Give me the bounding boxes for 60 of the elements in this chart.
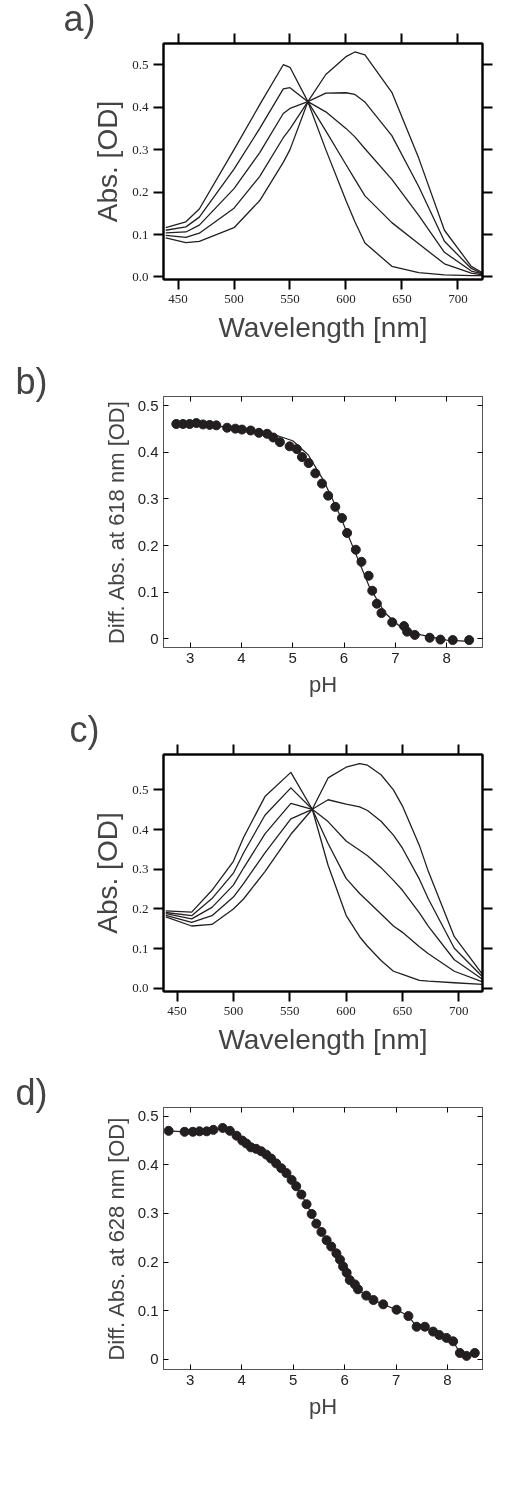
y-tick-label: 0.4 <box>137 443 159 461</box>
y-axis-title: Abs. [OD] <box>92 100 124 223</box>
x-tick-label: 650 <box>392 290 412 306</box>
y-tick-label: 0.4 <box>137 1155 159 1173</box>
x-tick-label: 4 <box>237 1370 246 1388</box>
x-axis-title: pH <box>308 1393 338 1419</box>
x-tick-label: 7 <box>391 648 400 666</box>
y-tick-label: 0.1 <box>132 940 149 956</box>
x-tick-label: 6 <box>340 1370 349 1388</box>
x-tick-label: 500 <box>223 1002 244 1018</box>
x-tick-label: 3 <box>186 648 195 666</box>
x-tick-label: 450 <box>168 290 188 306</box>
x-axis-title: pH <box>308 671 338 697</box>
y-tick-label: 0.3 <box>132 141 149 157</box>
y-tick-label: 0.4 <box>132 821 149 837</box>
x-tick-label: 600 <box>336 290 356 306</box>
x-tick-label: 3 <box>186 1370 195 1388</box>
y-tick-label: 0.1 <box>132 226 149 242</box>
chart-title: b) <box>15 360 48 402</box>
x-tick-label: 650 <box>392 1002 413 1018</box>
y-tick-label: 0.3 <box>132 861 149 877</box>
x-tick-label: 6 <box>339 648 349 666</box>
y-tick-label: 0.2 <box>137 1253 159 1271</box>
y-tick-label: 0.2 <box>137 536 159 554</box>
x-axis-title: Wavelength [nm] <box>218 1023 428 1055</box>
y-tick-label: 0.3 <box>137 489 159 507</box>
chart-title: d) <box>15 1071 48 1113</box>
y-tick-label: 0.1 <box>137 583 159 601</box>
x-tick-label: 8 <box>442 648 451 666</box>
y-tick-label: 0.5 <box>137 396 159 414</box>
chart-title: c) <box>69 708 100 750</box>
y-tick-label: 0.5 <box>132 781 149 797</box>
x-tick-label: 5 <box>288 648 297 666</box>
x-tick-label: 500 <box>224 290 244 306</box>
x-axis-title: Wavelength [nm] <box>218 311 428 343</box>
x-tick-label: 4 <box>237 648 246 666</box>
x-tick-label: 450 <box>167 1002 187 1018</box>
x-tick-label: 700 <box>449 1002 469 1018</box>
x-tick-label: 5 <box>288 1370 298 1388</box>
y-tick-label: 0 <box>150 629 159 647</box>
y-tick-label: 0.0 <box>132 268 149 284</box>
y-tick-label: 0.5 <box>132 56 149 72</box>
x-tick-label: 7 <box>391 1370 401 1388</box>
y-axis-title: Diff. Abs. at 618 nm [OD] <box>103 401 129 645</box>
x-tick-label: 8 <box>443 1370 452 1388</box>
y-tick-label: 0.2 <box>132 900 149 916</box>
x-tick-label: 700 <box>448 290 468 306</box>
y-axis-title: Diff. Abs. at 628 nm [OD] <box>103 1117 129 1361</box>
y-tick-label: 0.4 <box>132 99 149 115</box>
x-tick-label: 600 <box>336 1002 356 1018</box>
y-axis-title: Abs. [OD] <box>92 812 124 934</box>
chart-title: a) <box>63 0 96 39</box>
x-tick-label: 550 <box>280 1002 300 1018</box>
y-tick-label: 0.1 <box>137 1301 159 1319</box>
y-tick-label: 0.2 <box>132 184 149 200</box>
y-tick-label: 0 <box>150 1350 159 1368</box>
y-tick-label: 0.5 <box>137 1107 159 1125</box>
y-tick-label: 0.3 <box>137 1204 159 1222</box>
x-tick-label: 550 <box>280 290 300 306</box>
y-tick-label: 0.0 <box>132 980 149 996</box>
